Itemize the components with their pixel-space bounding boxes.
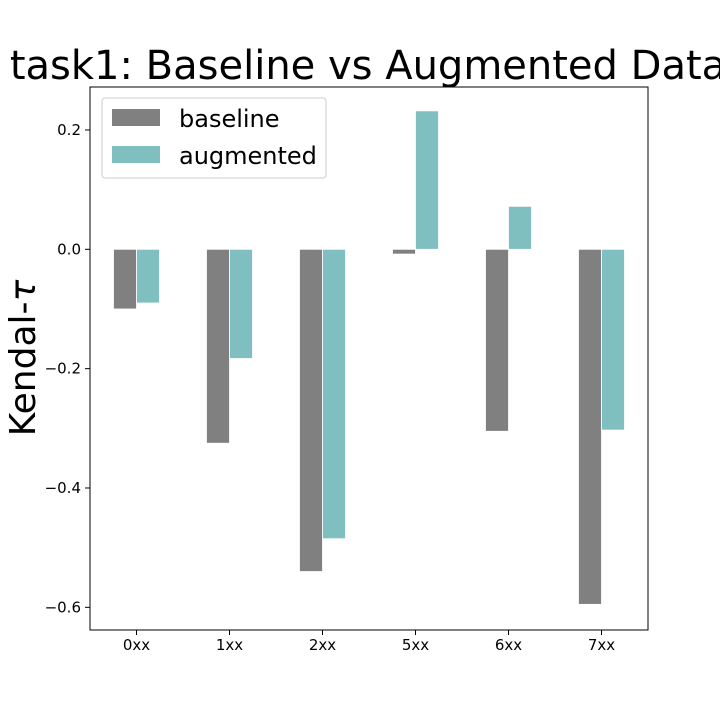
bar-baseline-2xx <box>299 248 323 572</box>
y-tick-label: −0.6 <box>45 598 81 616</box>
bar-baseline-6xx <box>485 248 509 432</box>
bar-augmented-2xx <box>322 248 346 540</box>
y-axis-label-symbol: τ <box>3 280 44 302</box>
legend-swatch-augmented <box>112 146 160 163</box>
legend: baseline augmented <box>101 97 327 179</box>
bar-baseline-7xx <box>578 248 602 605</box>
legend-label-augmented: augmented <box>179 142 317 170</box>
plot-area <box>113 110 625 605</box>
legend-swatch-baseline <box>112 109 160 126</box>
legend-label-baseline: baseline <box>179 105 280 133</box>
y-tick-label: −0.4 <box>45 479 81 497</box>
bar-augmented-1xx <box>229 248 253 359</box>
x-tick-label: 0xx <box>123 636 150 654</box>
bar-augmented-7xx <box>601 248 625 431</box>
x-tick-label: 1xx <box>216 636 243 654</box>
bar-baseline-5xx <box>392 248 416 255</box>
y-axis-label-text: Kendal- <box>3 302 44 437</box>
bar-augmented-0xx <box>136 248 160 304</box>
bar-baseline-0xx <box>113 248 137 310</box>
x-tick-label: 7xx <box>588 636 615 654</box>
bar-baseline-1xx <box>206 248 230 444</box>
y-tick-label: 0.2 <box>57 121 81 139</box>
chart-title: task1: Baseline vs Augmented Data <box>10 43 720 89</box>
bar-augmented-6xx <box>508 205 532 250</box>
y-axis-label: Kendal-τ <box>3 280 44 437</box>
x-tick-label: 5xx <box>402 636 429 654</box>
y-tick-label: 0.0 <box>57 240 81 258</box>
x-tick-label: 6xx <box>495 636 522 654</box>
bar-augmented-5xx <box>415 110 439 250</box>
y-tick-label: −0.2 <box>45 360 81 378</box>
x-tick-label: 2xx <box>309 636 336 654</box>
axes: 0.2 0.0 −0.2 −0.4 −0.6 0xx 1xx 2xx 5xx 6xx 7xx <box>45 86 649 654</box>
axes-frame <box>89 86 649 631</box>
